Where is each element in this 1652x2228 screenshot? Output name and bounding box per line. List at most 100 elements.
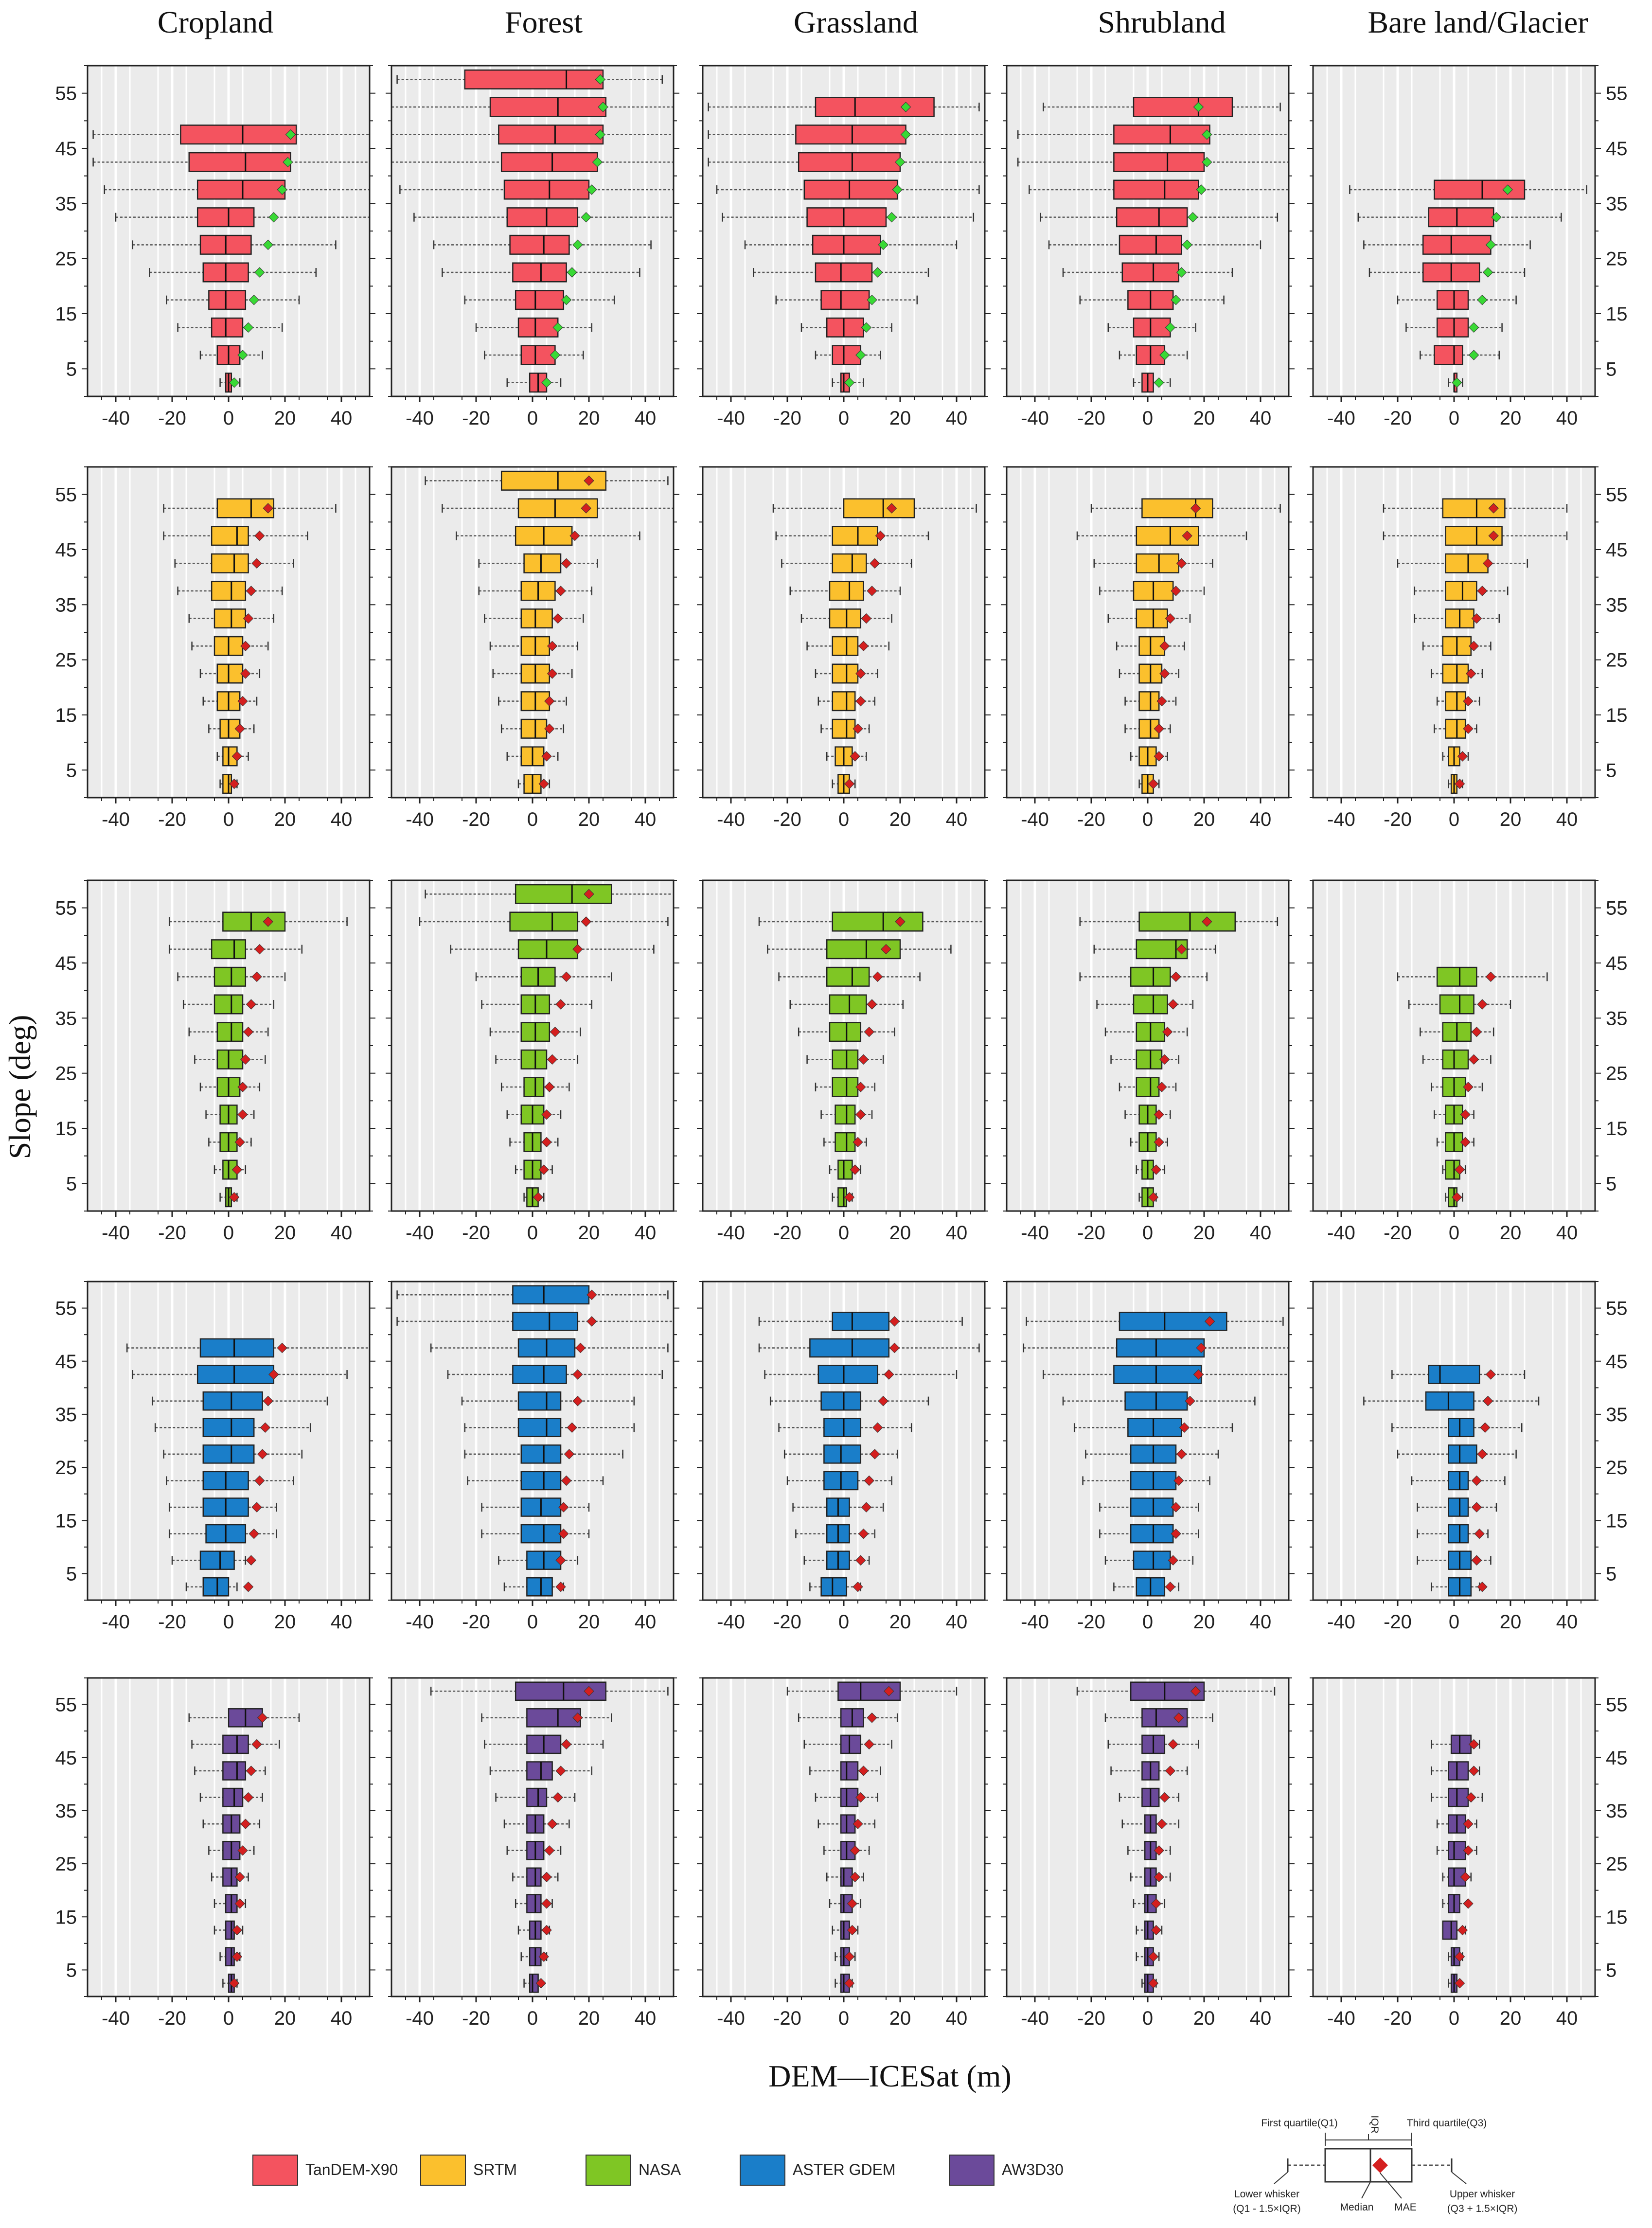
iqr-box [1133,97,1233,117]
panel-nasa-cropland: -40 -20 0 20 40 5 15 25 35 45 55 [55,879,375,1244]
x-tick-label: -40 [1327,809,1355,830]
mae-marker [567,267,577,278]
mae-marker [1477,999,1488,1010]
key-lower-whisker-formula: (Q1 - 1.5×IQR) [1233,2203,1300,2214]
mae-marker [900,102,911,112]
box-slope-27.5 [806,636,890,656]
box-slope-17.5 [1124,1105,1171,1125]
mae-marker [1491,212,1502,223]
box-slope-42.5 [391,152,675,172]
y-tick-label: 55 [55,1298,77,1319]
box-slope-47.5 [126,1338,371,1358]
x-tick-label: 40 [946,809,968,830]
x-tick-label: 0 [1449,2008,1459,2029]
mae-marker [234,1137,245,1148]
box-slope-32.5 [722,207,975,228]
iqr-box [823,1418,862,1438]
box-slope-17.5 [1417,1497,1497,1517]
box-slope-2.5 [1133,373,1171,393]
mae-marker [1190,503,1201,514]
box-slope-42.5 [174,553,294,573]
key-upper-whisker-formula: (Q3 + 1.5×IQR) [1447,2203,1518,2214]
mae-marker [1159,350,1170,360]
iqr-box [517,939,579,960]
box-slope-2.5 [503,1577,566,1597]
panel-aster-gdem-forest: -40 -20 0 20 40 [386,1281,679,1633]
y-tick-label: 5 [66,358,77,380]
box-slope-2.5 [1138,774,1160,794]
box-slope-22.5 [500,1077,570,1097]
mae-marker [572,1369,583,1380]
iqr-box [1136,553,1180,573]
box-slope-27.5 [1085,1444,1219,1464]
iqr-box [208,290,247,310]
mae-marker [229,1192,240,1203]
iqr-box [832,1049,859,1069]
panel-tandem-x90-shrubland: -40 -20 0 20 40 [1001,65,1295,429]
box-slope-37.5 [1119,1787,1180,1807]
mae-marker [584,1686,594,1696]
mae-marker [584,475,594,486]
mae-marker [541,1898,552,1909]
y-tick-label-right: 25 [1606,1854,1628,1875]
mae-marker [249,294,259,305]
iqr-box [506,207,579,228]
mae-marker [844,778,855,789]
box-slope-52.5 [1026,1312,1284,1331]
iqr-box [512,262,567,283]
x-tick-label: 40 [635,1222,657,1244]
y-tick-label-right: 25 [1606,1457,1628,1479]
box-slope-32.5 [1104,1022,1188,1042]
mae-marker [243,1026,254,1037]
box-slope-12.5 [1099,1524,1199,1544]
mae-marker [1480,1422,1491,1433]
mae-marker [277,1342,287,1354]
mae-marker [268,212,279,223]
box-slope-42.5 [1110,1761,1188,1781]
box-slope-7.5 [1136,1159,1166,1180]
mae-marker [246,586,257,596]
mae-marker [1154,377,1164,388]
iqr-box [1133,994,1168,1015]
mae-marker [889,1316,900,1327]
box-slope-52.5 [1043,97,1281,117]
box-slope-12.5 [800,317,892,338]
mae-marker [581,212,591,223]
iqr-box [1428,207,1494,228]
x-axis-label: DEM—ICESat (m) [768,2059,1012,2093]
box-slope-42.5 [809,1761,881,1781]
x-tick-label: -20 [462,809,490,830]
box-slope-12.5 [481,1524,590,1544]
y-tick-label: 5 [66,1173,77,1194]
y-tick-label-right: 25 [1606,1063,1628,1085]
box-slope-12.5 [1405,317,1503,338]
iqr-box [520,718,548,739]
x-tick-label: -40 [1021,408,1049,429]
x-tick-label: 40 [331,1611,353,1633]
x-tick-label: 0 [1449,1222,1459,1244]
mae-marker [895,157,906,168]
mae-marker [581,503,591,514]
key-first-quartile-label: First quartile(Q1) [1261,2118,1338,2129]
box-slope-47.5 [1107,1734,1199,1754]
mae-marker [1460,1109,1471,1120]
iqr-box [812,234,881,255]
box-slope-37.5 [177,581,283,601]
box-slope-32.5 [778,1418,912,1438]
iqr-box [832,553,867,573]
iqr-box [798,152,901,172]
y-tick-label-right: 55 [1606,83,1628,105]
iqr-box [202,1418,255,1438]
mae-marker [875,530,886,541]
mae-marker [867,999,877,1010]
box-slope-32.5 [798,1022,895,1042]
box-slope-17.5 [1099,1497,1199,1517]
mae-marker [1151,1898,1162,1909]
iqr-box [211,939,247,960]
mae-marker [1452,377,1462,388]
box-slope-52.5 [188,1708,300,1728]
box-slope-32.5 [188,1022,269,1042]
box-slope-7.5 [219,1947,243,1966]
mae-marker [1502,184,1513,195]
